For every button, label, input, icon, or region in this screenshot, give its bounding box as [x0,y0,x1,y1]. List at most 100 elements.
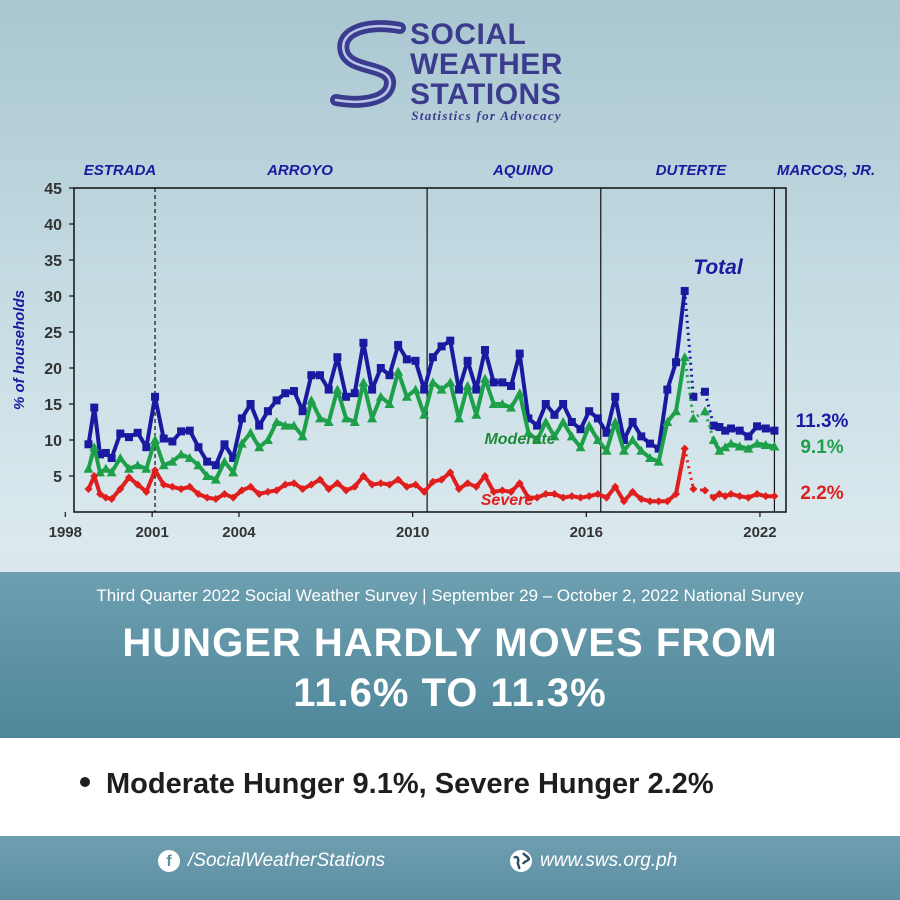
administration-label: MARCOS, JR. [777,162,875,179]
data-point-total [342,392,351,401]
data-point-moderate [592,435,603,444]
data-point-total [298,407,307,416]
data-point-moderate [752,438,763,448]
series-line-gap-total [683,290,716,426]
bullet-item: Moderate Hunger 9.1%, Severe Hunger 2.2% [80,768,714,801]
data-point-moderate [410,384,421,394]
data-point-moderate [176,449,187,459]
data-point-moderate [671,406,682,416]
end-label-moderate: 9.1% [800,437,843,458]
data-point-total [220,440,229,449]
website-url: www.sws.org.ph [540,850,678,871]
data-point-total [350,389,359,398]
data-point-severe [770,492,779,501]
data-point-severe [90,472,99,480]
data-point-moderate [427,377,438,387]
data-point-severe [194,490,203,498]
data-point-total [593,414,602,423]
data-point-total [559,400,568,408]
headline-line-2: 11.6% TO 11.3% [293,671,607,715]
data-point-total [255,421,264,430]
data-point-moderate [462,381,473,390]
data-point-severe [324,484,333,493]
data-point-total [107,454,116,462]
facebook-handle: /SocialWeatherStations [188,850,386,871]
data-point-total [680,286,689,295]
data-point-severe [761,492,770,501]
data-point-total [446,336,455,345]
data-point-moderate [714,445,725,455]
data-point-moderate [271,417,282,426]
data-point-moderate [89,442,100,452]
data-point-severe [672,490,681,498]
data-point-moderate [210,474,221,484]
data-point-severe [611,482,620,491]
annotation-severe: Severe [481,492,534,509]
data-point-moderate [349,417,360,426]
y-tick-label: 35 [44,253,62,270]
headline: HUNGER HARDLY MOVES FROM 11.6% TO 11.3% [0,618,900,718]
data-point-total [472,385,481,394]
x-tick-label: 2016 [570,524,603,541]
data-point-severe [101,493,110,502]
data-point-moderate [236,438,247,448]
data-point-total [394,340,403,349]
data-point-severe [246,482,255,491]
data-point-moderate [341,413,352,423]
data-point-severe [700,486,709,495]
series-line-gap-moderate [683,356,716,441]
data-point-severe [498,486,507,495]
facebook-icon: f [158,850,180,872]
data-point-moderate [401,391,412,401]
data-point-total [124,433,133,442]
x-tick-label: 2010 [396,524,429,541]
data-point-total [194,443,203,452]
data-point-total [368,385,377,394]
data-point-total [90,403,99,412]
y-tick-label: 5 [53,469,62,486]
data-point-severe [524,493,533,502]
logo-line-2: WEATHER [410,48,563,81]
administration-label: AQUINO [492,162,553,179]
data-point-severe [472,482,481,491]
data-point-total [770,426,779,435]
data-point-severe [116,484,125,493]
data-point-severe [576,493,585,502]
data-point-total [489,378,498,387]
data-point-total [567,418,576,426]
sws-logo-mark [330,20,406,108]
data-point-total [541,400,550,408]
data-point-moderate [141,463,152,473]
data-point-severe [753,490,762,498]
data-point-severe [446,468,455,477]
data-point-moderate [184,453,195,462]
data-point-moderate [167,456,178,466]
data-point-total [761,424,770,433]
annotation-moderate: Moderate [484,431,555,448]
data-point-moderate [743,443,754,453]
data-point-moderate [610,417,621,426]
data-point-total [316,371,325,380]
data-point-total [324,385,333,394]
data-point-severe [307,480,316,489]
data-point-moderate [262,435,273,444]
data-point-total [263,407,272,416]
data-point-total [272,396,281,405]
data-point-moderate [453,413,464,423]
data-point-total [700,387,709,396]
data-point-moderate [193,460,204,470]
data-point-severe [151,466,160,475]
end-label-total: 11.3% [796,411,849,432]
data-point-moderate [549,431,560,441]
data-point-moderate [618,445,629,455]
data-point-total [727,424,736,433]
data-point-severe [376,479,385,488]
data-point-total [159,434,168,443]
data-point-moderate [297,431,308,441]
data-point-moderate [769,441,780,451]
data-point-moderate [688,413,699,423]
data-point-moderate [288,420,299,430]
data-point-total [585,407,594,416]
data-point-severe [645,497,654,506]
data-point-severe [107,495,116,504]
